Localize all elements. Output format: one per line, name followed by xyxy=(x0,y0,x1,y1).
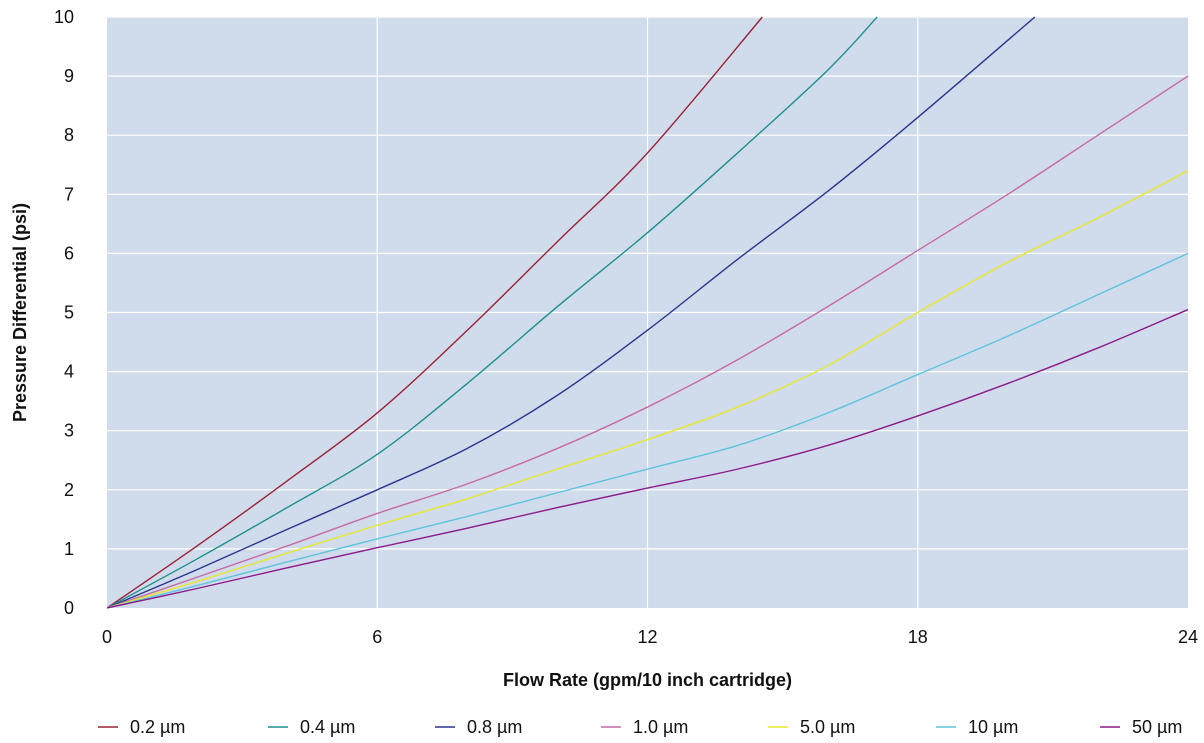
series-line-2 xyxy=(107,16,1036,609)
x-tick-label: 6 xyxy=(372,627,382,647)
series-line-6 xyxy=(107,308,1189,609)
x-tick-label: 18 xyxy=(908,627,928,647)
x-tick-label: 0 xyxy=(102,627,112,647)
legend-label-2: 0.8 µm xyxy=(467,717,522,737)
x-axis-ticks: 0 6 12 18 24 xyxy=(102,627,1198,647)
y-tick-label: 10 xyxy=(54,7,74,27)
y-tick-label: 1 xyxy=(64,539,74,559)
x-axis-title: Flow Rate (gpm/10 inch cartridge) xyxy=(503,670,792,690)
y-tick-label: 4 xyxy=(64,362,74,382)
y-axis-ticks: 0 1 2 3 4 5 6 7 8 9 10 xyxy=(54,7,74,618)
series-lines xyxy=(107,16,1189,609)
y-tick-label: 0 xyxy=(64,598,74,618)
y-tick-label: 3 xyxy=(64,421,74,441)
x-tick-label: 24 xyxy=(1178,627,1198,647)
series-line-0 xyxy=(107,16,763,609)
legend-label-4: 5.0 µm xyxy=(800,717,855,737)
series-line-4 xyxy=(107,170,1189,609)
y-tick-label: 7 xyxy=(64,184,74,204)
y-tick-label: 5 xyxy=(64,303,74,323)
legend-label-0: 0.2 µm xyxy=(130,717,185,737)
legend-label-3: 1.0 µm xyxy=(633,717,688,737)
series-line-1 xyxy=(107,16,878,609)
grid-lines xyxy=(107,16,1188,608)
y-tick-label: 2 xyxy=(64,480,74,500)
y-axis-title: Pressure Differential (psi) xyxy=(10,203,30,422)
legend-label-1: 0.4 µm xyxy=(300,717,355,737)
legend-label-6: 50 µm xyxy=(1132,717,1182,737)
y-tick-label: 8 xyxy=(64,125,74,145)
series-line-5 xyxy=(107,252,1189,609)
legend: 0.2 µm 0.4 µm 0.8 µm 1.0 µm 5.0 µm 10 µm 50 µm xyxy=(98,717,1182,737)
y-tick-label: 6 xyxy=(64,243,74,263)
x-tick-label: 12 xyxy=(637,627,657,647)
y-tick-label: 9 xyxy=(64,66,74,86)
series-line-3 xyxy=(107,75,1189,609)
legend-label-5: 10 µm xyxy=(968,717,1018,737)
